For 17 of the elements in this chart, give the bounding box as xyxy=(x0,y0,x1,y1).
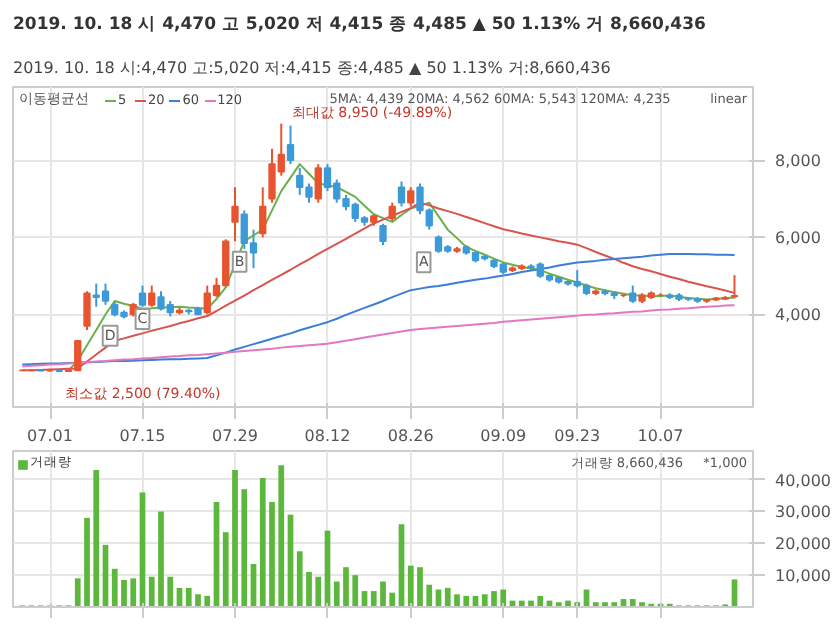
x-tick-label: 07.15 xyxy=(119,427,166,445)
y-tick-label: 30,000 xyxy=(775,503,831,522)
x-tick-label: 09.09 xyxy=(480,427,527,445)
y-tick-label: 10,000 xyxy=(775,567,831,586)
chart-subtitle: 2019. 10. 18 시:4,470 고:5,020 저:4,415 종:4,485 ▲ 50 1.13% 거:8,660,436 xyxy=(13,59,611,77)
y-tick-label: 8,000 xyxy=(775,152,821,171)
y-tick-label: 20,000 xyxy=(775,535,831,554)
x-tick-label: 07.01 xyxy=(27,427,73,445)
x-tick-label: 10.07 xyxy=(637,427,684,445)
y-tick-label: 6,000 xyxy=(775,229,821,248)
x-tick-label: 08.12 xyxy=(304,427,351,445)
y-tick-label: 40,000 xyxy=(775,471,831,490)
chart-title: 2019. 10. 18 시 4,470 고 5,020 저 4,415 종 4,485 ▲ 50 1.13% 거 8,660,436 xyxy=(13,15,707,35)
x-tick-label: 08.26 xyxy=(387,427,434,445)
x-tick-label: 09.23 xyxy=(554,427,601,445)
x-tick-label: 07.29 xyxy=(212,427,258,445)
y-tick-label: 4,000 xyxy=(775,306,821,325)
